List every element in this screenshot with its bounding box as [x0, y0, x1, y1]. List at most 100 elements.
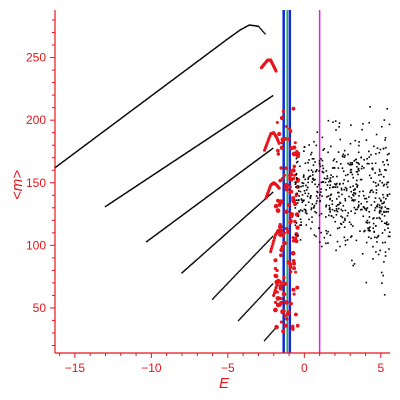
red-point	[291, 287, 296, 292]
scatter-point	[347, 212, 349, 214]
scatter-point	[358, 163, 360, 165]
scatter-point	[374, 207, 377, 209]
scatter-point	[388, 123, 391, 126]
scatter-point	[382, 193, 384, 196]
scatter-point	[378, 152, 381, 154]
scatter-point	[387, 181, 390, 184]
scatter-point	[315, 144, 318, 147]
scatter-point	[335, 205, 338, 207]
red-point	[291, 106, 296, 111]
red-point	[291, 259, 296, 263]
scatter-point	[369, 191, 371, 194]
scatter-point	[302, 175, 305, 178]
scatter-point	[383, 176, 385, 178]
black-point	[244, 312, 247, 315]
black-point	[264, 291, 266, 294]
scatter-point	[357, 201, 360, 203]
red-point	[274, 286, 278, 290]
scatter-point	[322, 149, 324, 151]
red-points	[259, 58, 301, 334]
black-point	[184, 69, 187, 72]
scatter-point	[333, 158, 336, 160]
scatter-point	[372, 181, 375, 183]
scatter-point	[316, 197, 319, 199]
scatter-point	[389, 235, 391, 238]
scatter-point	[351, 199, 353, 202]
black-point	[188, 265, 191, 267]
scatter-point	[349, 186, 352, 188]
scatter-point	[380, 207, 383, 210]
scatter-point	[381, 220, 383, 223]
scatter-point	[303, 190, 306, 192]
black-point	[191, 206, 194, 209]
black-point	[257, 104, 259, 107]
scatter-point	[319, 241, 321, 243]
black-point	[148, 176, 150, 179]
black-point	[203, 252, 205, 255]
scatter-point	[373, 201, 376, 203]
scatter-point	[361, 253, 364, 255]
black-point	[202, 253, 204, 256]
red-point	[295, 323, 300, 328]
black-point	[256, 205, 259, 208]
scatter-point	[385, 198, 387, 200]
scatter-point	[381, 206, 383, 208]
scatter-point	[384, 169, 386, 171]
scatter-point	[326, 232, 328, 235]
red-point	[271, 241, 275, 246]
scatter-point	[355, 183, 357, 185]
scatter-point	[319, 200, 321, 202]
red-point	[280, 310, 284, 315]
red-point	[281, 109, 286, 114]
scatter-point	[383, 164, 386, 166]
red-point	[289, 146, 294, 151]
red-point	[277, 131, 282, 137]
scatter-point	[358, 141, 360, 143]
scatter-point	[336, 204, 339, 206]
black-point	[253, 303, 255, 305]
red-point	[289, 172, 293, 177]
scatter-point	[297, 185, 300, 188]
scatter-point	[357, 167, 360, 170]
scatter-point	[340, 187, 343, 190]
scatter-point	[337, 167, 340, 169]
scatter-point	[376, 217, 378, 219]
scatter-point	[383, 211, 385, 214]
black-point	[261, 200, 264, 203]
scatter-point	[351, 163, 354, 166]
scatter-point	[374, 225, 377, 227]
black-point	[183, 270, 186, 272]
scatter-point	[329, 177, 332, 179]
black-point	[266, 289, 268, 291]
black-point	[240, 170, 243, 173]
black-point	[259, 202, 262, 205]
scatter-point	[302, 182, 305, 185]
red-point	[291, 168, 296, 173]
red-point	[291, 327, 295, 331]
scatter-point	[335, 207, 338, 210]
black-point	[159, 230, 161, 233]
black-point	[74, 152, 76, 154]
scatter-point	[343, 236, 346, 239]
scatter-point	[307, 201, 310, 204]
red-point	[288, 184, 292, 189]
scatter-point	[304, 209, 307, 211]
scatter-point	[321, 164, 324, 167]
scatter-point	[310, 195, 312, 197]
scatter-point	[358, 195, 360, 197]
black-point	[267, 240, 270, 242]
scatter-point	[357, 173, 359, 176]
scatter-point	[332, 216, 335, 219]
scatter-point	[344, 244, 347, 246]
scatter-point	[326, 177, 329, 180]
red-point	[278, 222, 282, 227]
black-point	[199, 255, 202, 258]
scatter-point	[334, 220, 336, 223]
scatter-point	[329, 184, 332, 186]
black-point	[208, 194, 210, 197]
scatter-point	[325, 189, 327, 191]
scatter-point	[380, 173, 382, 176]
scatter-point	[342, 205, 345, 207]
red-point	[284, 185, 289, 190]
black-point	[242, 314, 244, 317]
